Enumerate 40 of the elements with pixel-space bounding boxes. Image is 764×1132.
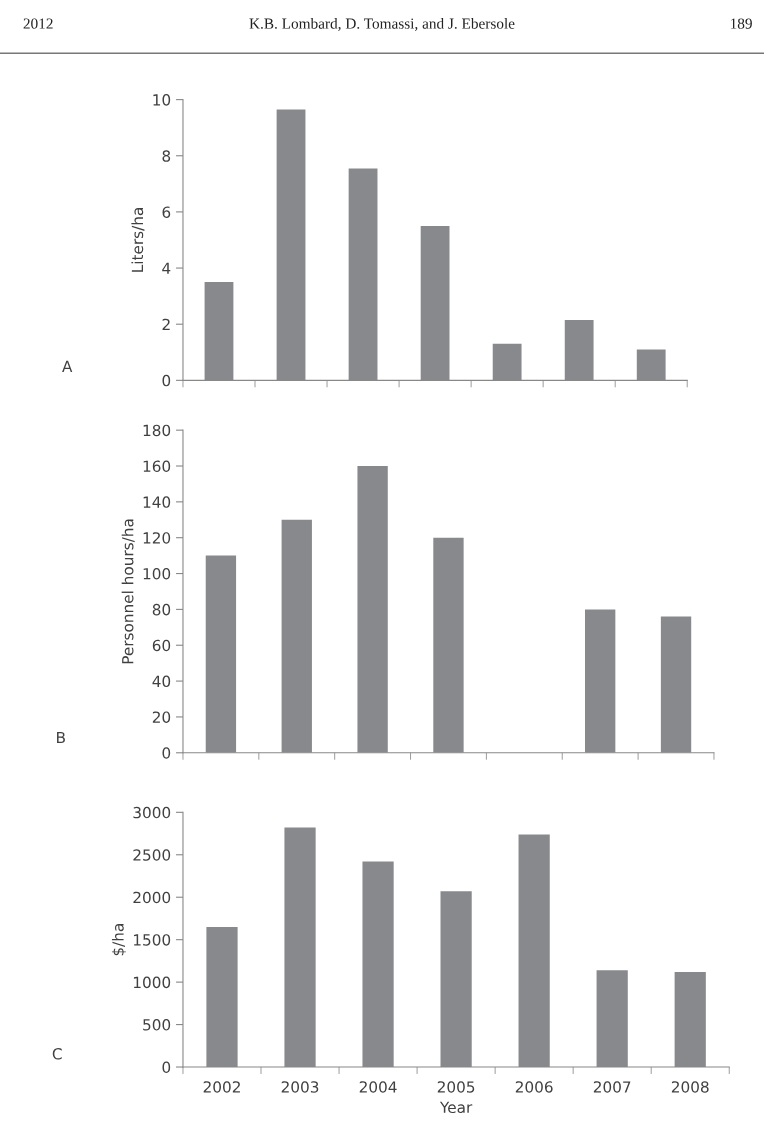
y-tick-label: 0 [162,374,171,387]
y-tick-label: 100 [143,568,171,580]
y-axis-title: $/ha [111,924,126,956]
text: 2012 [23,18,53,29]
text: C [52,1048,62,1060]
text: A [62,360,73,372]
y-tick-label: 40 [152,675,171,688]
x-tick-label: 2008 [671,1081,709,1093]
y-tick-label: 180 [143,424,171,437]
text: K.B. Lombard, D. Tomassi, and J. Ebersole [249,17,515,31]
y-tick-label: 120 [143,532,171,544]
y-tick-label: 2000 [133,891,171,904]
y-tick-label: 4 [162,262,171,274]
y-axis-title: Liters/ha [131,208,145,272]
y-tick-label: 6 [162,206,171,218]
x-tick-label: 2003 [281,1081,319,1093]
y-tick-label: 0 [162,1061,171,1074]
x-tick-label: 2007 [593,1081,631,1093]
y-tick-label: 1500 [133,934,171,946]
y-tick-label: 10 [153,94,171,106]
y-tick-label: 1000 [133,976,171,989]
y-tick-label: 160 [143,460,171,473]
x-tick-label: 2006 [515,1081,553,1093]
y-tick-label: 3000 [133,806,171,819]
y-tick-label: 2500 [133,849,171,861]
y-tick-label: 2 [162,318,170,331]
y-tick-label: 8 [162,150,171,162]
y-tick-label: 80 [152,603,171,616]
x-tick-label: 2004 [359,1081,397,1093]
x-tick-label: 2002 [203,1081,240,1093]
text: B [57,731,65,744]
x-tick-label: 2005 [437,1081,475,1093]
y-tick-label: 500 [143,1019,171,1031]
y-tick-label: 20 [152,711,171,723]
text: 189 [730,18,752,29]
x-axis-title: Year [439,1101,473,1114]
y-tick-label: 60 [152,639,171,652]
y-tick-label: 140 [143,496,171,508]
y-axis-title: Personnel hours/ha [121,519,135,664]
y-tick-label: 0 [162,747,171,759]
